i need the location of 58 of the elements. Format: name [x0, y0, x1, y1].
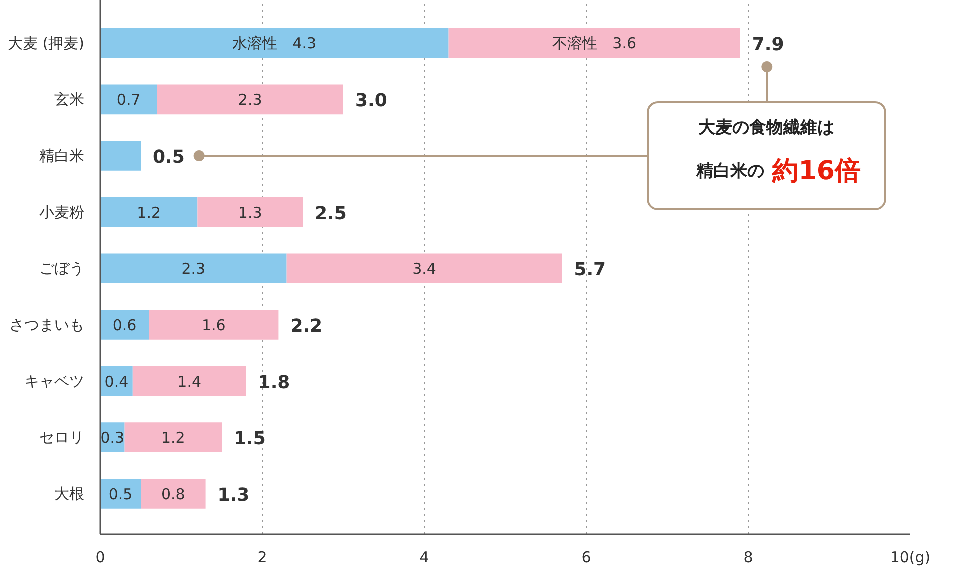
y-tick-label: さつまいも [10, 316, 84, 334]
bar [157, 84, 344, 115]
x-tick-label: 10(g) [890, 548, 931, 566]
total-label: 0.5 [153, 146, 185, 168]
total-label: 3.0 [356, 90, 388, 112]
data-label: 0.4 [104, 372, 129, 391]
total-label: 5.7 [574, 260, 606, 281]
y-tick-label: 大麦 (押麦) [8, 34, 85, 52]
y-tick-label: キャベツ [24, 372, 84, 390]
bar [141, 479, 206, 509]
x-tick-label: 8 [744, 548, 754, 566]
total-label: 1.3 [218, 484, 250, 506]
bar [100, 197, 198, 228]
x-tick-label: 4 [420, 548, 430, 566]
total-label: 7.9 [752, 34, 784, 56]
bar [100, 310, 150, 340]
bar [286, 254, 562, 284]
bar [149, 310, 279, 340]
data-label: 水溶性 4.3 [232, 34, 317, 52]
total-label: 1.8 [258, 372, 290, 394]
y-tick-label: 精白米 [40, 146, 84, 165]
annotation: 大麦の食物繊維は [698, 118, 835, 138]
x-tick-label: 0 [96, 548, 106, 566]
bar [100, 141, 141, 171]
bar [100, 28, 449, 58]
bar [124, 422, 222, 453]
data-label: 0.6 [112, 316, 137, 334]
data-label: 1.4 [178, 372, 202, 391]
data-label: 1.6 [202, 316, 226, 334]
y-tick-label: 小麦粉 [40, 203, 84, 222]
y-tick-label: ごぼう [40, 260, 84, 278]
x-tick-label: 2 [258, 548, 268, 566]
data-label: 1.2 [161, 429, 186, 448]
data-label: 0.5 [108, 485, 133, 504]
data-label: 1.2 [137, 204, 162, 222]
annotation: 約16倍 [772, 156, 861, 187]
data-label: 不溶性 3.6 [552, 34, 637, 52]
data-label: 1.3 [238, 204, 262, 222]
data-label: 0.3 [100, 429, 125, 448]
data-label: 3.4 [412, 260, 436, 278]
total-label: 2.5 [315, 203, 347, 224]
y-tick-label: 大根 [54, 484, 84, 503]
bar [198, 197, 303, 228]
data-label: 0.7 [116, 91, 141, 110]
y-tick-label: セロリ [40, 428, 84, 447]
bar [100, 84, 158, 115]
data-label: 2.3 [182, 260, 206, 278]
annotation: 精白米の [696, 162, 765, 182]
bar [448, 28, 740, 58]
bar [100, 479, 141, 509]
data-label: 0.8 [161, 485, 186, 504]
y-tick-label: 玄米 [54, 90, 84, 109]
bar [132, 366, 246, 396]
x-tick-label: 6 [582, 548, 592, 566]
total-label: 2.2 [290, 316, 323, 337]
bar [100, 254, 287, 284]
data-label: 2.3 [238, 91, 262, 110]
total-label: 1.5 [234, 428, 266, 450]
